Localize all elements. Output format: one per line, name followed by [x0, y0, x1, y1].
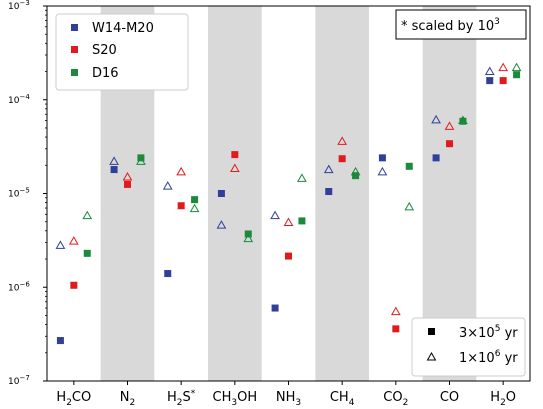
scale-annotation-text: * scaled by 103	[401, 17, 500, 34]
point-square-w14-m20	[111, 166, 118, 173]
legend-label-s20: S20	[92, 43, 117, 58]
category-label-co2: CO2	[383, 390, 408, 408]
point-square-w14-m20	[379, 154, 386, 161]
point-square-d16	[298, 217, 305, 224]
legend-label-d16: D16	[92, 66, 119, 81]
shaded-band-ch3oh	[208, 6, 262, 381]
shaded-band-ch4	[315, 6, 369, 381]
point-triangle-d16	[298, 174, 306, 181]
point-square-d16	[513, 71, 520, 78]
point-triangle-s20	[70, 237, 78, 244]
point-triangle-w14-m20	[164, 182, 172, 189]
point-square-s20	[392, 325, 399, 332]
category-label-h2s: H2S*	[167, 389, 196, 408]
category-label-ch3oh: CH3OH	[213, 390, 258, 408]
legend-label-w14-m20: W14-M20	[92, 21, 154, 36]
point-triangle-w14-m20	[56, 241, 64, 248]
category-label-n2: N2	[120, 390, 135, 408]
point-triangle-d16	[405, 203, 413, 210]
scale-annotation-exp: 3	[494, 17, 500, 27]
point-square-s20	[339, 155, 346, 162]
y-tick-label: 10−3	[8, 0, 30, 12]
point-square-d16	[84, 250, 91, 257]
legend-marker-s20	[71, 46, 78, 53]
y-axis: 10−7 10−6 10−5 10−4 10−3	[8, 0, 47, 387]
y-tick-label: 10−5	[8, 187, 30, 200]
category-label-h2co: H2CO	[56, 390, 91, 408]
point-square-s20	[178, 202, 185, 209]
point-square-s20	[124, 181, 131, 188]
point-square-s20	[285, 253, 292, 260]
point-triangle-s20	[285, 219, 293, 226]
scale-annotation-prefix: * scaled by 10	[401, 19, 494, 34]
x-axis: H2CO N2 H2S* CH3OH NH3 CH4 CO2 CO H2O	[56, 381, 516, 408]
point-square-w14-m20	[272, 305, 279, 312]
point-triangle-s20	[499, 64, 507, 71]
category-label-nh3: NH3	[276, 390, 301, 408]
point-square-s20	[500, 77, 507, 84]
time-legend-label-1e6: 1×106 yr	[459, 349, 518, 366]
point-square-s20	[70, 282, 77, 289]
legend-marker-d16	[71, 69, 78, 76]
time-legend: 3×105 yr 1×106 yr	[412, 318, 525, 376]
point-square-s20	[231, 151, 238, 158]
point-square-w14-m20	[433, 154, 440, 161]
time-legend-marker-filled-square	[428, 328, 435, 335]
point-triangle-w14-m20	[378, 168, 386, 175]
category-label-h2o: H2O	[490, 390, 516, 408]
point-square-w14-m20	[164, 270, 171, 277]
point-square-d16	[406, 163, 413, 170]
time-legend-label-3e5: 3×105 yr	[459, 324, 518, 341]
series-legend: W14-M20 S20 D16	[56, 14, 188, 90]
point-square-w14-m20	[486, 77, 493, 84]
point-triangle-s20	[177, 168, 185, 175]
point-triangle-d16	[191, 205, 199, 212]
legend-marker-w14-m20	[71, 24, 78, 31]
point-square-w14-m20	[57, 337, 64, 344]
point-triangle-w14-m20	[271, 212, 279, 219]
point-triangle-s20	[392, 308, 400, 315]
y-tick-label: 10−4	[8, 93, 30, 106]
point-triangle-w14-m20	[486, 68, 494, 75]
point-square-d16	[352, 172, 359, 179]
point-square-w14-m20	[325, 188, 332, 195]
y-tick-label: 10−7	[8, 374, 30, 387]
category-label-ch4: CH4	[330, 390, 355, 408]
point-square-s20	[446, 140, 453, 147]
point-triangle-d16	[83, 212, 91, 219]
y-tick-label: 10−6	[8, 280, 30, 293]
point-triangle-d16	[513, 64, 521, 71]
point-square-w14-m20	[218, 190, 225, 197]
scale-annotation: * scaled by 103	[396, 10, 526, 39]
point-square-d16	[191, 196, 198, 203]
category-label-co: CO	[440, 390, 459, 405]
